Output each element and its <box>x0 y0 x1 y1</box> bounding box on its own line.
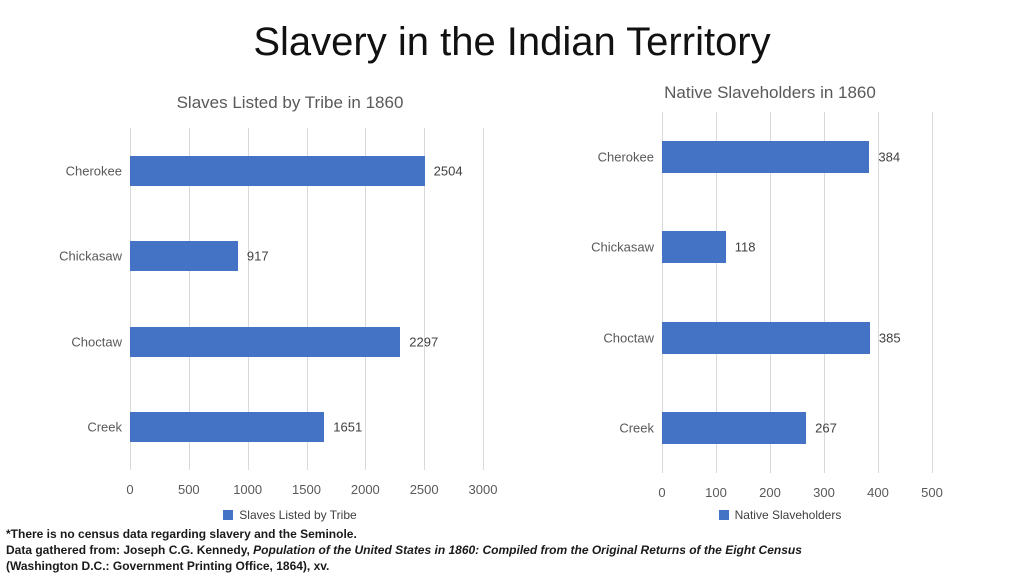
main-title: Slavery in the Indian Territory <box>253 20 771 64</box>
chart-native-slaveholders: Cherokee Chickasaw Choctaw Creek 384 118 385 2… <box>572 112 1024 500</box>
x-tick-label: 1000 <box>233 482 263 497</box>
x-axis: 0 500 1000 1500 2000 2500 3000 <box>126 478 497 497</box>
category-label-cherokee: Cherokee <box>597 149 654 165</box>
bar-chickasaw <box>130 241 238 272</box>
value-label-choctaw: 2297 <box>409 334 439 350</box>
legend-label: Native Slaveholders <box>734 508 842 522</box>
plot-area: 2504 917 2297 1651 <box>130 128 484 470</box>
bar-cherokee <box>662 141 870 174</box>
chart-slaves-by-tribe: Cherokee Chickasaw Choctaw Creek 2504 917 229… <box>40 128 520 500</box>
plot-area: 384 118 385 267 <box>662 112 933 473</box>
x-tick-label: 3000 <box>468 482 498 497</box>
gridline <box>662 112 663 473</box>
value-label-choctaw: 385 <box>878 330 901 346</box>
legend-swatch-icon <box>223 510 234 520</box>
gridline <box>247 128 249 470</box>
gridline <box>365 128 367 470</box>
x-tick-label: 500 <box>921 485 943 500</box>
category-label-creek: Creek <box>619 420 654 436</box>
gridline <box>824 112 825 473</box>
bar-choctaw <box>662 321 870 354</box>
footnote-source-book-title: Population of the United States in 1860:… <box>253 543 802 557</box>
gridline <box>130 128 131 470</box>
category-axis: Cherokee Chickasaw Choctaw Creek <box>40 128 122 470</box>
gridline <box>716 112 717 473</box>
category-label-creek: Creek <box>87 419 122 435</box>
bar-creek <box>662 411 807 444</box>
legend-label: Slaves Listed by Tribe <box>239 508 357 522</box>
value-label-cherokee: 384 <box>878 149 901 165</box>
x-tick-label: 500 <box>177 482 200 497</box>
category-label-choctaw: Choctaw <box>603 330 654 346</box>
gridline <box>932 112 933 473</box>
x-tick-label: 300 <box>813 485 835 500</box>
value-label-chickasaw: 917 <box>246 248 269 264</box>
footnote-source: Data gathered from: Joseph C.G. Kennedy,… <box>6 542 802 558</box>
category-label-choctaw: Choctaw <box>71 334 122 350</box>
value-label-cherokee: 2504 <box>433 163 463 179</box>
gridline <box>878 112 879 473</box>
category-axis: Cherokee Chickasaw Choctaw Creek <box>572 112 654 473</box>
footnote-publisher: (Washington D.C.: Government Printing Of… <box>6 559 330 573</box>
bar-cherokee <box>130 155 425 186</box>
x-tick-label: 0 <box>126 482 134 497</box>
footnotes: *There is no census data regarding slave… <box>6 526 802 574</box>
legend-native-slaveholders: Native Slaveholders <box>600 507 960 525</box>
gridline <box>306 128 308 470</box>
footnote-seminole: *There is no census data regarding slave… <box>6 527 357 541</box>
x-axis: 0 100 200 300 400 500 <box>658 481 942 500</box>
gridline <box>188 128 190 470</box>
footnote-source-prefix: Data gathered from: Joseph C.G. Kennedy, <box>6 543 254 557</box>
legend-slaves-by-tribe: Slaves Listed by Tribe <box>60 507 520 525</box>
category-label-chickasaw: Chickasaw <box>591 239 654 255</box>
chart-title-slaves-by-tribe: Slaves Listed by Tribe in 1860 <box>176 93 404 112</box>
x-tick-label: 200 <box>759 485 781 500</box>
x-tick-label: 0 <box>658 485 666 500</box>
value-label-chickasaw: 118 <box>734 239 756 255</box>
x-tick-label: 100 <box>705 485 727 500</box>
x-tick-label: 2000 <box>350 482 380 497</box>
gridline <box>483 128 484 470</box>
value-label-creek: 267 <box>815 420 837 436</box>
gridline <box>770 112 771 473</box>
x-tick-label: 400 <box>867 485 889 500</box>
gridline <box>424 128 426 470</box>
value-label-creek: 1651 <box>333 419 363 435</box>
chart-title-native-slaveholders: Native Slaveholders in 1860 <box>664 83 876 102</box>
category-label-chickasaw: Chickasaw <box>59 248 122 264</box>
bar-creek <box>130 412 325 443</box>
legend-swatch-icon <box>718 510 729 520</box>
bar-chickasaw <box>662 231 726 264</box>
x-tick-label: 2500 <box>409 482 439 497</box>
bar-choctaw <box>130 326 401 357</box>
category-label-cherokee: Cherokee <box>65 163 122 179</box>
x-tick-label: 1500 <box>292 482 321 497</box>
